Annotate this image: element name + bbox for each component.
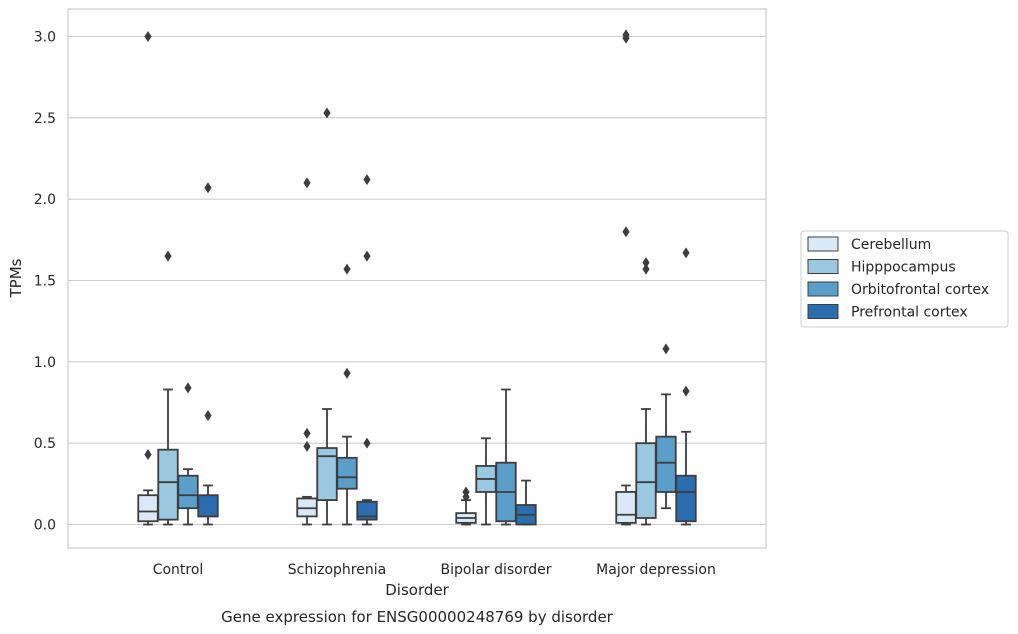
legend-frame [800, 230, 1009, 328]
outlier-point [682, 247, 690, 259]
box-body [615, 491, 637, 524]
outlier-point [164, 250, 172, 262]
plot-frame [67, 8, 767, 549]
box [177, 382, 199, 526]
outlier-point [343, 263, 351, 275]
box [296, 177, 318, 526]
outlier-point [622, 29, 630, 41]
box-body [336, 456, 358, 490]
legend-swatch [807, 304, 839, 319]
y-tick-label: 0.5 [34, 436, 56, 452]
y-tick-label: 1.5 [34, 274, 56, 290]
outlier-point [363, 174, 371, 186]
y-tick-label: 2.5 [34, 111, 56, 127]
outlier-point [204, 410, 212, 422]
outlier-point [323, 107, 331, 119]
legend-swatch [807, 259, 839, 274]
series-orbitofrontal-cortex [177, 263, 677, 526]
box [316, 107, 338, 526]
outlier-point [363, 437, 371, 449]
outlier-point [622, 226, 630, 238]
outlier-point [184, 382, 192, 394]
legend-label: Orbitofrontal cortex [851, 282, 989, 298]
box [197, 182, 219, 526]
box-body [635, 442, 657, 519]
outlier-point [662, 343, 670, 355]
box-body [177, 474, 199, 510]
box-body [356, 500, 378, 521]
box [635, 257, 657, 526]
box-body [157, 448, 179, 521]
x-axis-ticks: Control Schizophrenia Bipolar disorder Majo… [153, 562, 716, 578]
outlier-point [642, 263, 650, 275]
box [615, 29, 637, 526]
x-tick-label: Control [153, 562, 204, 578]
box [455, 486, 477, 526]
series-cerebellum [137, 29, 637, 526]
legend-label: Cerebellum [851, 237, 931, 253]
box [137, 31, 159, 526]
outlier-point [144, 31, 152, 42]
box-body [197, 494, 219, 518]
box [515, 479, 537, 526]
box-series [137, 29, 697, 526]
legend-swatch [807, 281, 839, 297]
outlier-point [303, 440, 311, 452]
outlier-point [363, 250, 371, 262]
box [356, 174, 378, 526]
legend-label: Prefrontal cortex [851, 305, 968, 321]
box [336, 263, 358, 526]
y-tick-label: 3.0 [34, 30, 56, 46]
grid-lines [68, 35, 766, 526]
legend-label: Hipppocampus [851, 260, 956, 276]
x-axis-label: Disorder [385, 581, 449, 599]
series-prefrontal-cortex [197, 174, 697, 526]
outlier-point [462, 486, 470, 498]
outlier-point [303, 427, 311, 439]
box [655, 343, 677, 510]
outlier-point [642, 257, 650, 269]
x-tick-label: Schizophrenia [288, 562, 386, 578]
outlier-point [303, 177, 311, 189]
outlier-point [204, 182, 212, 194]
outlier-point [343, 367, 351, 379]
y-tick-label: 0.0 [34, 518, 56, 534]
series-hipppocampus [157, 107, 657, 526]
x-tick-label: Major depression [596, 562, 716, 578]
x-tick-label: Bipolar disorder [440, 562, 551, 578]
y-axis-ticks: 0.0 0.5 1.0 1.5 2.0 2.5 3.0 [34, 30, 56, 534]
legend-swatch [807, 236, 839, 252]
box-body [137, 494, 159, 523]
box [675, 247, 697, 526]
outlier-point [144, 449, 152, 461]
box [475, 437, 497, 526]
y-axis-label: TPMs [7, 258, 25, 298]
y-tick-label: 2.0 [34, 192, 56, 208]
box [157, 250, 179, 526]
y-tick-label: 1.0 [34, 355, 56, 371]
outlier-point [682, 385, 690, 397]
chart-caption: Gene expression for ENSG00000248769 by d… [221, 608, 614, 626]
box-body [655, 435, 677, 493]
box [495, 388, 517, 526]
legend: Cerebellum Hipppocampus Orbitofrontal cort… [800, 230, 1009, 328]
box-body [675, 474, 697, 523]
